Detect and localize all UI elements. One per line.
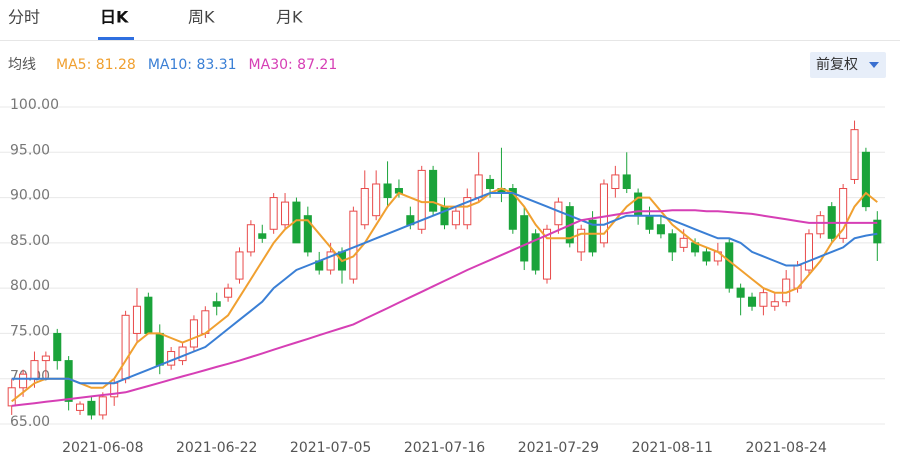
candle-body (804, 233, 813, 271)
x-tick-label: 2021-08-11 (632, 440, 713, 456)
candle-body (747, 296, 757, 307)
x-tick-label: 2021-07-16 (404, 440, 485, 456)
legend-entry: MA10: 83.31 (148, 57, 237, 73)
candle-body (167, 351, 176, 366)
candle-body (269, 197, 278, 230)
button-bg[interactable] (810, 52, 886, 78)
candle-body (679, 237, 688, 248)
candle-body (360, 188, 369, 226)
candle-body (53, 332, 62, 362)
candle-body (121, 314, 130, 380)
candle-body (816, 215, 825, 235)
button-label[interactable]: 前复权 (816, 56, 858, 73)
y-tick-label: 70.00 (10, 369, 50, 385)
candle-body (611, 174, 620, 190)
candle-body (326, 251, 335, 271)
candle-body (372, 183, 381, 217)
candle-body (656, 224, 665, 235)
candle-body (246, 224, 255, 253)
candle-body (508, 188, 517, 230)
candle-body (132, 305, 142, 334)
candle-body (577, 228, 586, 253)
candle-body (668, 233, 677, 253)
dropdown-arrow[interactable] (869, 62, 879, 68)
candle-body (588, 219, 597, 253)
candle-body (782, 278, 791, 303)
ma-line (11, 187, 878, 403)
x-tick-label: 2021-06-08 (62, 440, 143, 456)
tab[interactable]: 月K (276, 8, 303, 27)
candle-body (622, 174, 631, 190)
legend-entry: MA30: 87.21 (249, 57, 338, 73)
candle-body (554, 201, 563, 226)
x-tick-label: 2021-08-24 (746, 440, 827, 456)
candle-body (155, 332, 164, 366)
candle-body (201, 310, 210, 334)
candle-body (599, 183, 608, 244)
active-tab-underline (98, 37, 134, 40)
candle-body (189, 319, 198, 348)
legend: MA5: 81.28 MA10: 83.31 MA30: 87.21 (56, 57, 337, 73)
candle-body (7, 387, 16, 407)
candle-body (486, 178, 495, 190)
candle-body (645, 215, 654, 230)
candle-body (144, 296, 153, 334)
adjust-button[interactable]: 前复权 (810, 52, 886, 78)
candle-body (281, 201, 290, 226)
candle-body (451, 210, 460, 226)
candle-body (41, 355, 50, 362)
y-tick-label: 65.00 (10, 414, 50, 430)
candle-body (76, 403, 85, 411)
candle-body (235, 251, 244, 280)
candle-body (258, 233, 267, 239)
tab[interactable]: 周K (188, 8, 215, 27)
candle-body (303, 215, 312, 253)
candle-body (212, 301, 221, 307)
candle-body (30, 360, 39, 380)
ma-line (11, 192, 878, 385)
candle-body (178, 346, 187, 362)
candle-body (463, 197, 472, 226)
tab[interactable]: 日K (100, 8, 129, 27)
candle-body (224, 287, 233, 298)
x-tick-label: 2021-07-29 (518, 440, 599, 456)
candle-body (839, 188, 848, 239)
candle-body (383, 183, 392, 199)
candle-body (349, 210, 358, 280)
ma-line (11, 209, 878, 407)
y-tick-label: 85.00 (10, 233, 50, 249)
y-tick-label: 80.00 (10, 278, 50, 294)
x-tick-label: 2021-06-22 (176, 440, 257, 456)
tab[interactable]: 分时 (8, 8, 40, 27)
candle-body (64, 360, 73, 402)
candle-body (736, 287, 745, 298)
candle-body (702, 251, 711, 262)
candle-body (861, 151, 870, 208)
y-tick-label: 100.00 (10, 97, 59, 113)
x-tick-label: 2021-07-05 (290, 440, 371, 456)
candle-body (19, 373, 28, 389)
candle-body (873, 219, 882, 244)
candle-body (474, 174, 483, 199)
candle-body (725, 242, 734, 289)
candle-body (531, 233, 540, 271)
ma-label: 均线 (8, 57, 36, 73)
tab-bar: 分时 日K 周K 月K (8, 8, 303, 40)
candle-body (770, 301, 779, 307)
candle-body (542, 228, 552, 280)
legend-entry: MA5: 81.28 (56, 57, 136, 73)
plot-area: 65.00 70.00 75.00 80.00 85.00 90.00 95.00 100.0… (0, 97, 885, 456)
y-tick-label: 95.00 (10, 142, 50, 158)
y-tick-label: 75.00 (10, 323, 50, 339)
candle-body (98, 396, 107, 416)
candle-body (759, 292, 768, 307)
candle-body (429, 169, 438, 212)
candle-body (520, 215, 529, 262)
candle-body (850, 129, 859, 180)
y-tick-label: 90.00 (10, 188, 50, 204)
candle-body (87, 400, 96, 416)
